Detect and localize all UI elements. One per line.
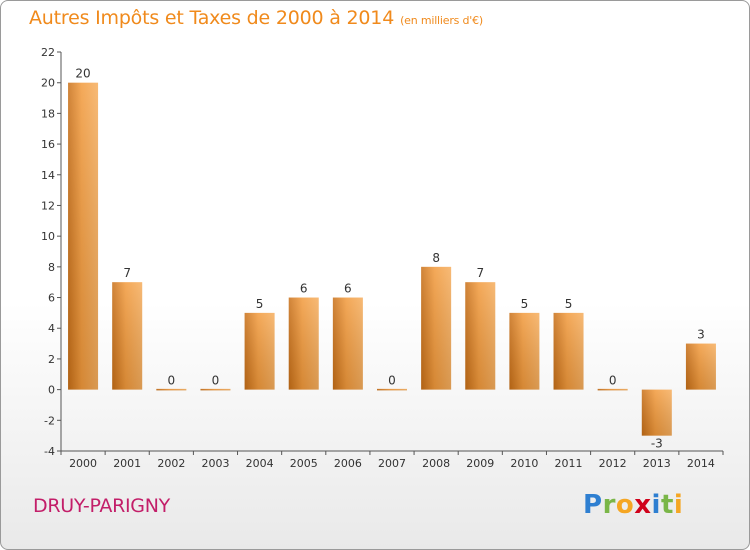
y-tick-label: 16 <box>41 138 55 151</box>
value-label-2011: 5 <box>565 297 573 311</box>
bar-shade-2000 <box>68 82 99 390</box>
value-label-2009: 7 <box>476 266 484 280</box>
value-label-2014: 3 <box>697 328 705 342</box>
x-tick-label-2000: 2000 <box>69 457 97 470</box>
bar-shade-2001 <box>112 282 143 390</box>
chart-unit: (en milliers d'€) <box>400 14 483 27</box>
bar-shade-2003 <box>200 388 231 391</box>
y-tick-label: 0 <box>48 384 55 397</box>
logo-letter: P <box>583 490 603 520</box>
value-label-2001: 7 <box>123 266 131 280</box>
chart-title-text: Autres Impôts et Taxes de 2000 à 2014 <box>29 7 395 29</box>
y-tick-label: 22 <box>41 46 55 59</box>
bar-shade-2013 <box>641 389 672 436</box>
value-label-2010: 5 <box>521 297 529 311</box>
logo-letter: x <box>634 490 652 520</box>
bar-shade-2012 <box>597 388 628 391</box>
bar-shade-2002 <box>156 388 187 391</box>
y-tick-label: -2 <box>44 414 55 427</box>
logo-letter: t <box>660 490 674 520</box>
y-tick-label: 2 <box>48 353 55 366</box>
x-tick-label-2005: 2005 <box>290 457 318 470</box>
y-tick-label: 8 <box>48 261 55 274</box>
x-tick-label-2004: 2004 <box>246 457 274 470</box>
value-label-2002: 0 <box>168 374 176 388</box>
x-tick-label-2014: 2014 <box>687 457 715 470</box>
x-tick-label-2001: 2001 <box>113 457 141 470</box>
x-tick-label-2003: 2003 <box>201 457 229 470</box>
commune-name: DRUY-PARIGNY <box>33 495 170 517</box>
x-tick-label-2010: 2010 <box>510 457 538 470</box>
proxiti-logo: Proxiti <box>583 490 683 520</box>
bar-shade-2010 <box>509 312 540 390</box>
value-label-2000: 20 <box>75 67 90 81</box>
x-tick-label-2009: 2009 <box>466 457 494 470</box>
bar-shade-2006 <box>332 297 363 390</box>
value-label-2007: 0 <box>388 374 396 388</box>
y-tick-label: 14 <box>41 169 55 182</box>
y-tick-label: 6 <box>48 292 55 305</box>
bar-shade-2011 <box>553 312 584 390</box>
y-tick-label: 18 <box>41 107 55 120</box>
value-label-2004: 5 <box>256 297 264 311</box>
x-tick-label-2007: 2007 <box>378 457 406 470</box>
y-tick-label: 4 <box>48 322 55 335</box>
value-label-2008: 8 <box>432 251 440 265</box>
bar-shade-2005 <box>288 297 319 390</box>
y-tick-label: 10 <box>41 230 55 243</box>
logo-letter: r <box>602 490 616 520</box>
y-tick-label: -4 <box>44 445 55 458</box>
bar-shade-2014 <box>685 343 716 390</box>
value-label-2003: 0 <box>212 374 220 388</box>
bar-shade-2004 <box>244 312 275 390</box>
x-tick-label-2006: 2006 <box>334 457 362 470</box>
y-tick-label: 12 <box>41 199 55 212</box>
chart-title: Autres Impôts et Taxes de 2000 à 2014 (en… <box>29 7 483 29</box>
x-tick-label-2011: 2011 <box>555 457 583 470</box>
x-tick-label-2002: 2002 <box>157 457 185 470</box>
bar-shade-2008 <box>421 266 452 390</box>
value-label-2012: 0 <box>609 374 617 388</box>
value-label-2013: -3 <box>651 437 663 451</box>
logo-letter: i <box>651 490 661 520</box>
x-tick-label-2013: 2013 <box>643 457 671 470</box>
logo-letter: i <box>673 490 684 520</box>
x-tick-label-2008: 2008 <box>422 457 450 470</box>
x-tick-label-2012: 2012 <box>599 457 627 470</box>
value-label-2005: 6 <box>300 282 308 296</box>
bar-shade-2007 <box>377 388 407 391</box>
y-tick-label: 20 <box>41 77 55 90</box>
logo-letter: o <box>615 490 635 520</box>
value-label-2006: 6 <box>344 282 352 296</box>
bar-shade-2009 <box>465 282 496 390</box>
